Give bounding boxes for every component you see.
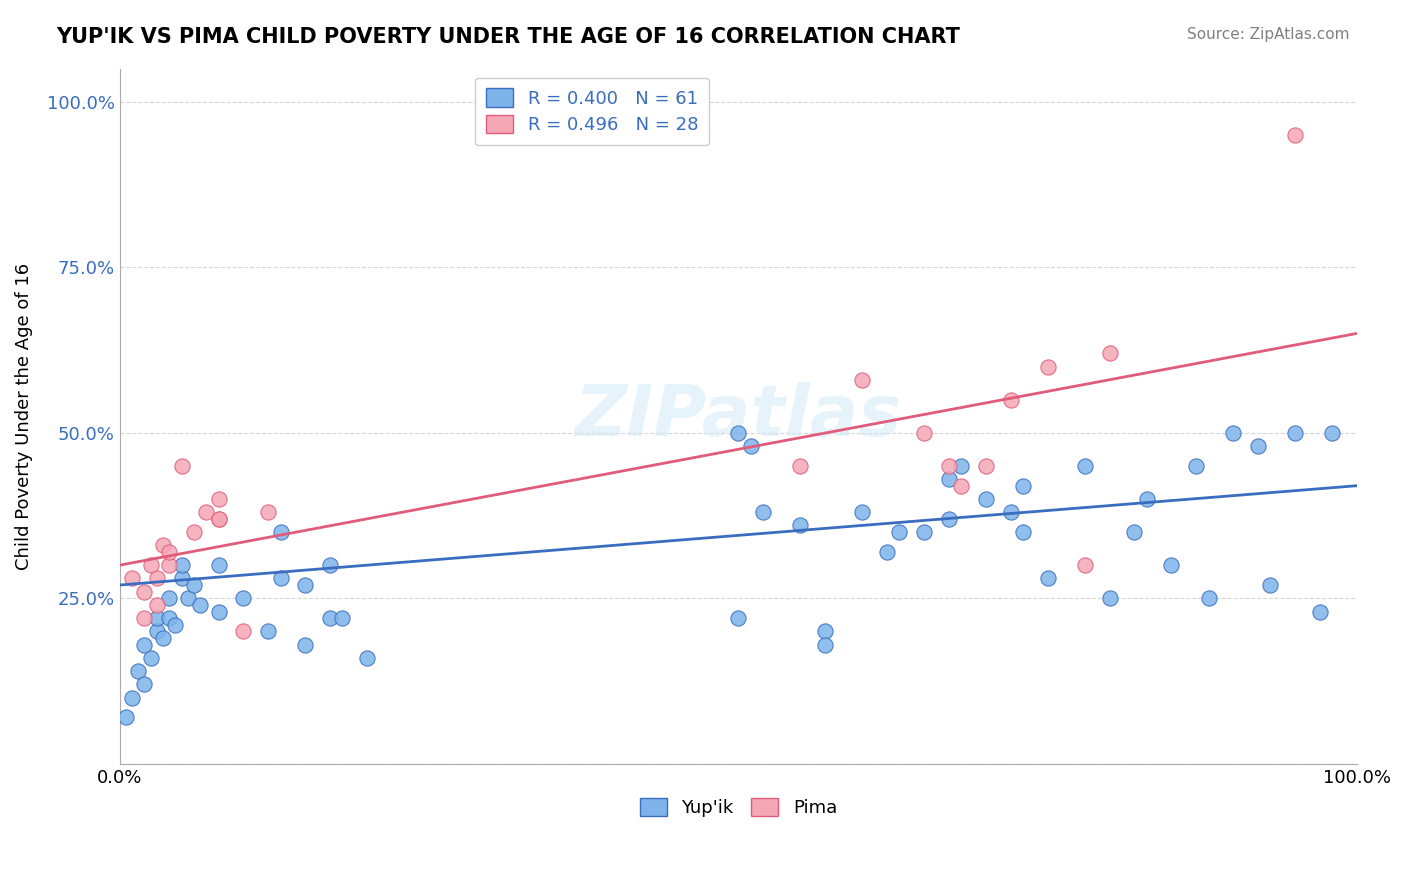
Point xyxy=(938,472,960,486)
Point xyxy=(157,558,180,573)
Text: Source: ZipAtlas.com: Source: ZipAtlas.com xyxy=(1187,27,1350,42)
Point xyxy=(232,591,254,606)
Point xyxy=(294,578,316,592)
Legend: Yup'ik, Pima: Yup'ik, Pima xyxy=(633,790,845,824)
Point xyxy=(1198,591,1220,606)
Point xyxy=(1012,524,1035,539)
Point xyxy=(121,571,143,585)
Point xyxy=(789,458,811,473)
Point xyxy=(170,571,193,585)
Point xyxy=(170,458,193,473)
Point xyxy=(1222,425,1244,440)
Point xyxy=(740,439,762,453)
Point xyxy=(814,624,837,639)
Point xyxy=(974,491,997,506)
Point xyxy=(134,677,156,691)
Point xyxy=(208,512,231,526)
Point xyxy=(1123,524,1146,539)
Point xyxy=(157,591,180,606)
Point xyxy=(121,690,143,705)
Point xyxy=(938,512,960,526)
Point xyxy=(183,578,205,592)
Point xyxy=(294,638,316,652)
Point xyxy=(257,624,280,639)
Point xyxy=(157,545,180,559)
Point xyxy=(232,624,254,639)
Point xyxy=(1160,558,1182,573)
Point xyxy=(912,524,935,539)
Point xyxy=(889,524,911,539)
Point xyxy=(139,651,162,665)
Point xyxy=(134,611,156,625)
Text: ZIPatlas: ZIPatlas xyxy=(575,382,903,450)
Point xyxy=(177,591,200,606)
Point xyxy=(146,611,169,625)
Point xyxy=(851,505,873,519)
Y-axis label: Child Poverty Under the Age of 16: Child Poverty Under the Age of 16 xyxy=(15,262,32,570)
Point xyxy=(170,558,193,573)
Point xyxy=(1000,505,1022,519)
Point xyxy=(257,505,280,519)
Text: YUP'IK VS PIMA CHILD POVERTY UNDER THE AGE OF 16 CORRELATION CHART: YUP'IK VS PIMA CHILD POVERTY UNDER THE A… xyxy=(56,27,960,46)
Point xyxy=(134,584,156,599)
Point xyxy=(1260,578,1282,592)
Point xyxy=(950,458,973,473)
Point xyxy=(319,558,342,573)
Point xyxy=(1247,439,1270,453)
Point xyxy=(146,571,169,585)
Point xyxy=(727,425,749,440)
Point xyxy=(1074,458,1097,473)
Point xyxy=(727,611,749,625)
Point xyxy=(789,518,811,533)
Point xyxy=(208,491,231,506)
Point xyxy=(127,664,149,678)
Point xyxy=(1185,458,1208,473)
Point xyxy=(1284,425,1306,440)
Point xyxy=(165,617,187,632)
Point xyxy=(195,505,218,519)
Point xyxy=(152,631,174,645)
Point xyxy=(115,710,138,724)
Point xyxy=(814,638,837,652)
Point xyxy=(134,638,156,652)
Point xyxy=(157,611,180,625)
Point xyxy=(1000,392,1022,407)
Point xyxy=(332,611,354,625)
Point xyxy=(1074,558,1097,573)
Point xyxy=(152,538,174,552)
Point xyxy=(146,598,169,612)
Point xyxy=(1098,346,1121,360)
Point xyxy=(208,512,231,526)
Point xyxy=(1309,605,1331,619)
Point xyxy=(183,524,205,539)
Point xyxy=(270,524,292,539)
Point xyxy=(876,545,898,559)
Point xyxy=(1322,425,1344,440)
Point xyxy=(1136,491,1159,506)
Point xyxy=(188,598,211,612)
Point xyxy=(912,425,935,440)
Point xyxy=(938,458,960,473)
Point xyxy=(752,505,775,519)
Point xyxy=(1036,359,1059,374)
Point xyxy=(950,479,973,493)
Point xyxy=(146,624,169,639)
Point xyxy=(1036,571,1059,585)
Point xyxy=(1284,128,1306,142)
Point xyxy=(319,611,342,625)
Point xyxy=(139,558,162,573)
Point xyxy=(270,571,292,585)
Point xyxy=(1098,591,1121,606)
Point xyxy=(208,558,231,573)
Point xyxy=(851,373,873,387)
Point xyxy=(356,651,378,665)
Point xyxy=(1012,479,1035,493)
Point xyxy=(974,458,997,473)
Point xyxy=(208,605,231,619)
